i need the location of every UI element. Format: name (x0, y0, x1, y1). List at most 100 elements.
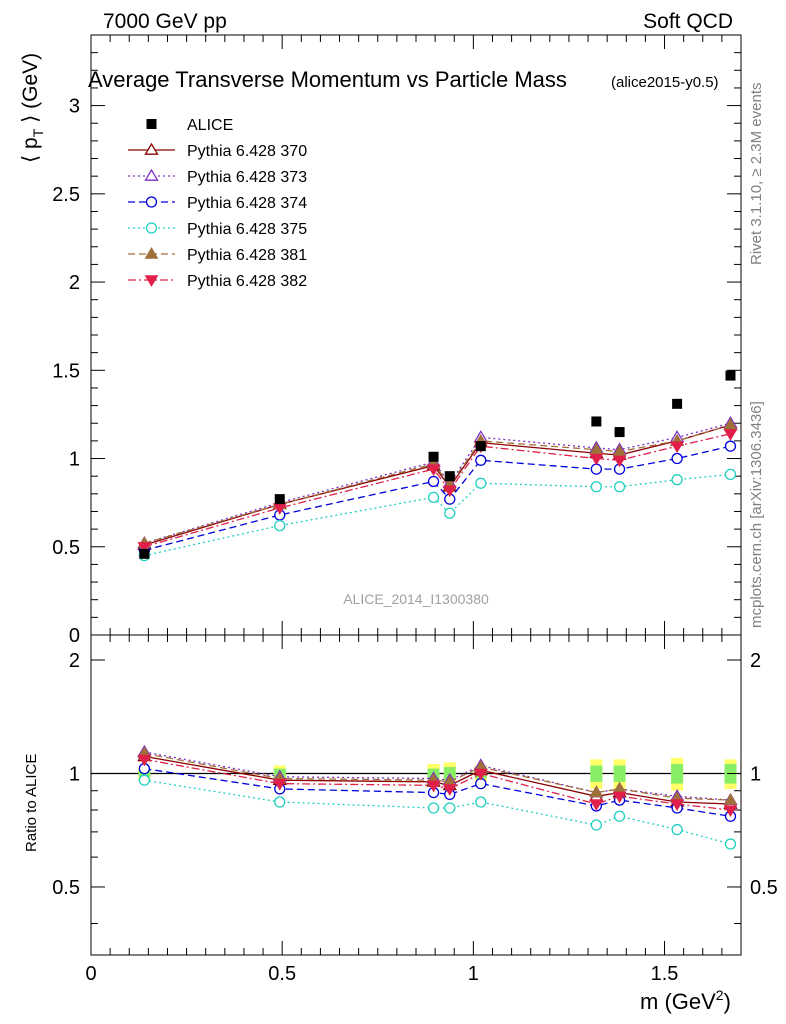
data-point (591, 416, 602, 427)
y-tick-label: 2.5 (52, 184, 80, 206)
legend-entry: Pythia 6.428 382 (128, 273, 307, 290)
data-point (613, 481, 626, 493)
legend-marker (144, 275, 159, 287)
legend-entry: Pythia 6.428 370 (128, 142, 307, 160)
data-point (442, 485, 457, 498)
data-point (670, 441, 684, 454)
svg-text:⟨ pT ⟩ (GeV): ⟨ pT ⟩ (GeV) (19, 53, 46, 163)
uncertainty-band-inner (590, 765, 603, 782)
uncertainty-band-inner (613, 765, 626, 782)
legend-entry: ALICE (146, 117, 233, 134)
legend: ALICE Pythia 6.428 370 Pythia 6.428 373 Pyt… (128, 117, 307, 290)
legend-marker (146, 119, 157, 129)
data-point (672, 398, 683, 409)
data-point (274, 796, 286, 808)
data-point (724, 838, 737, 850)
data-point (442, 784, 457, 796)
legend-marker (145, 222, 158, 234)
y-tick-label: 2 (69, 272, 80, 294)
legend-label: Pythia 6.428 375 (187, 221, 307, 238)
ratio-series-382 (137, 754, 738, 818)
data-point (274, 519, 286, 532)
x-tick-label: 1.5 (651, 963, 679, 985)
legend-entry: Pythia 6.428 373 (128, 168, 307, 186)
data-point (589, 785, 604, 798)
x-tick-label: 0.5 (268, 963, 296, 985)
data-point (723, 805, 738, 818)
data-point (444, 507, 456, 519)
data-point (723, 793, 738, 805)
data-point (613, 810, 626, 822)
data-point (612, 455, 627, 468)
data-point (475, 441, 486, 452)
ratio-y-tick-label: 1 (69, 763, 80, 785)
data-point (473, 768, 488, 781)
y-tick-label: 0.5 (52, 537, 80, 559)
data-point (671, 452, 683, 465)
ratio-series-375 (138, 774, 737, 850)
y-axis-label-main: ⟨ pT ⟩ (GeV) (19, 53, 46, 163)
y-tick-label: 1 (69, 449, 80, 471)
data-point (590, 481, 603, 493)
series-line (144, 433, 731, 548)
legend-entry: Pythia 6.428 381 (128, 247, 307, 264)
data-point (671, 823, 683, 836)
ratio-y-tick-label: 2 (69, 650, 80, 672)
energy-label: 7000 GeV pp (103, 10, 227, 33)
series-layer (137, 370, 738, 850)
y-tick-label: 0 (69, 625, 80, 647)
data-point (272, 778, 287, 791)
legend-entry: Pythia 6.428 375 (128, 221, 307, 238)
data-point (444, 802, 456, 814)
data-point (589, 799, 604, 811)
data-point (428, 451, 439, 462)
data-point (589, 453, 604, 466)
legend-label: ALICE (187, 117, 233, 134)
data-point (724, 468, 737, 481)
data-point (444, 471, 455, 482)
data-point (426, 780, 441, 793)
data-point (274, 494, 285, 505)
series-line (144, 768, 731, 817)
y-axis-label-ratio: Ratio to ALICE (23, 754, 40, 852)
series-line (144, 779, 731, 845)
legend-marker (144, 142, 159, 155)
data-point (724, 440, 737, 452)
ratio-y-tick-label: 0.5 (52, 877, 80, 899)
legend-marker (145, 196, 158, 208)
data-point (475, 477, 487, 489)
mcplots-label: mcplots.cern.ch [arXiv:1306.3436] (748, 401, 765, 628)
legend-label: Pythia 6.428 370 (187, 143, 307, 160)
chart-title: Average Transverse Momentum vs Particle … (88, 67, 567, 92)
ratio-y-tick-label-right: 0.5 (750, 877, 778, 899)
data-point (427, 475, 440, 488)
legend-label: Pythia 6.428 373 (187, 169, 307, 186)
data-point (590, 819, 603, 831)
data-point (427, 491, 440, 504)
alice-data-points (139, 370, 736, 559)
series-line (144, 422, 731, 544)
analysis-watermark: ALICE_2014_I1300380 (343, 591, 489, 607)
data-point (427, 802, 440, 814)
rivet-label: Rivet 3.1.10, ≥ 2.3M events (748, 83, 765, 266)
legend-label: Pythia 6.428 374 (187, 195, 307, 212)
data-point (670, 799, 684, 811)
data-point (723, 429, 738, 441)
x-tick-label: 1 (468, 963, 479, 985)
data-point (139, 548, 150, 559)
y-tick-label: 1.5 (52, 360, 80, 382)
data-point (671, 474, 683, 486)
legend-marker (144, 247, 159, 259)
analysis-tag: (alice2015-y0.5) (611, 74, 719, 91)
data-point (475, 796, 487, 808)
legend-label: Pythia 6.428 381 (187, 247, 307, 264)
legend-entry: Pythia 6.428 374 (128, 195, 307, 212)
data-point (138, 774, 151, 786)
ratio-frame (90, 634, 742, 956)
process-label: Soft QCD (643, 10, 733, 33)
axes-layer: 0 0.5 1 1.5 0 0.5 1 1.5 2 2.5 3 0.5 0.5 1 1 2 2 (52, 34, 778, 985)
data-point (426, 464, 441, 477)
x-axis-label: m (GeV2) (640, 987, 731, 1014)
ratio-y-tick-label-right: 1 (750, 763, 761, 785)
